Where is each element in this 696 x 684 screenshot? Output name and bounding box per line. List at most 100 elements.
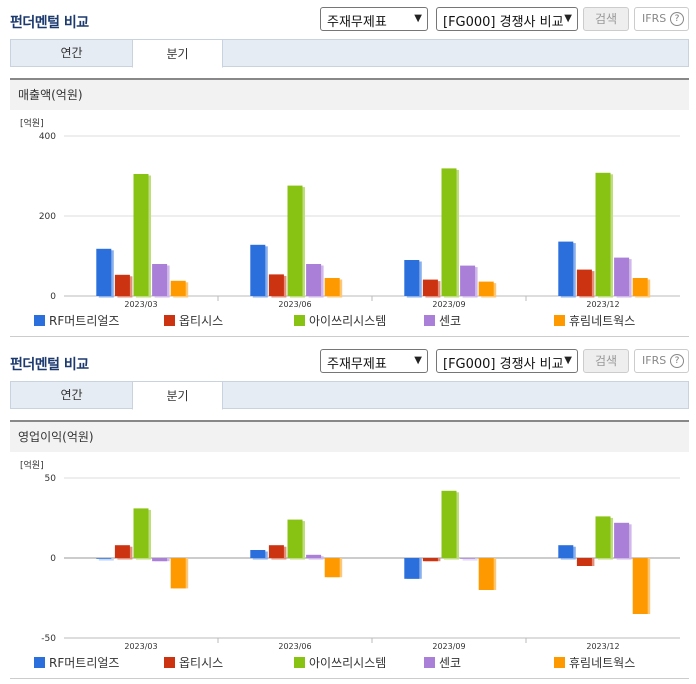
unit-label: [억원]	[20, 117, 44, 129]
chevron-down-icon: ▼	[414, 13, 422, 24]
y-tick-label: 400	[39, 132, 56, 142]
bar[interactable]	[152, 264, 168, 296]
bar[interactable]	[133, 174, 149, 296]
legend-label: 휴림네트웍스	[569, 314, 636, 328]
x-tick-label: 2023/12	[586, 642, 619, 651]
legend-item[interactable]: RF머트리얼즈	[34, 312, 119, 330]
panel-header: 펀더멘털 비교 주재무제표 ▼ [FG000] 경쟁사 비교 ▼ 검색 IFRS…	[0, 342, 696, 380]
statement-select[interactable]: 주재무제표 ▼	[320, 7, 428, 31]
bar[interactable]	[268, 545, 284, 558]
bar[interactable]	[170, 280, 186, 296]
tab-quarterly[interactable]: 분기	[132, 381, 223, 410]
bar[interactable]	[324, 558, 340, 578]
legend-swatch	[424, 657, 435, 668]
bar[interactable]	[306, 554, 322, 558]
bar[interactable]	[170, 558, 186, 589]
panel-header: 펀더멘털 비교 주재무제표 ▼ [FG000] 경쟁사 비교 ▼ 검색 IFRS…	[0, 0, 696, 38]
legend-swatch	[554, 657, 565, 668]
bar[interactable]	[558, 545, 574, 558]
bar[interactable]	[422, 279, 438, 296]
bar[interactable]	[595, 516, 611, 558]
legend-item[interactable]: 옵티시스	[164, 312, 223, 330]
bar[interactable]	[576, 269, 592, 296]
help-icon[interactable]: ?	[670, 12, 684, 26]
tab-annual[interactable]: 연간	[60, 46, 83, 60]
bar[interactable]	[422, 558, 438, 562]
bar[interactable]	[404, 260, 420, 296]
legend-label: RF머트리얼즈	[49, 656, 120, 670]
bar[interactable]	[287, 519, 303, 558]
bar[interactable]	[632, 278, 648, 296]
search-button[interactable]: 검색	[583, 7, 629, 31]
bar[interactable]	[441, 490, 457, 558]
chevron-down-icon: ▼	[564, 13, 572, 24]
bar[interactable]	[250, 550, 266, 558]
legend-item[interactable]: 센코	[424, 312, 461, 330]
legend-item[interactable]: RF머트리얼즈	[34, 654, 119, 672]
revenue-chart: [억원] 0 200 400 2023/03 2023/06 2023/09 2023/12 …	[10, 110, 689, 342]
x-tick-label: 2023/03	[124, 642, 157, 651]
bar[interactable]	[268, 274, 284, 296]
legend-swatch	[294, 657, 305, 668]
bar[interactable]	[404, 558, 420, 579]
legend-item[interactable]: 센코	[424, 654, 461, 672]
statement-select[interactable]: 주재무제표 ▼	[320, 349, 428, 373]
chevron-down-icon: ▼	[414, 355, 422, 366]
tab-quarterly[interactable]: 분기	[132, 39, 223, 68]
ifrs-button[interactable]: IFRS ?	[634, 349, 689, 373]
panel-revenue: 펀더멘털 비교 주재무제표 ▼ [FG000] 경쟁사 비교 ▼ 검색 IFRS…	[0, 0, 696, 342]
peer-compare-select[interactable]: [FG000] 경쟁사 비교 ▼	[436, 349, 578, 373]
x-tick-label: 2023/09	[432, 642, 465, 651]
legend-swatch	[34, 315, 45, 326]
bar[interactable]	[287, 185, 303, 296]
section-title: 영업이익(억원)	[10, 420, 689, 452]
ifrs-button[interactable]: IFRS ?	[634, 7, 689, 31]
legend-item[interactable]: 아이쓰리시스템	[294, 654, 386, 672]
bar[interactable]	[614, 257, 630, 296]
bar[interactable]	[460, 558, 476, 559]
search-button[interactable]: 검색	[583, 349, 629, 373]
panel-operating-profit: 펀더멘털 비교 주재무제표 ▼ [FG000] 경쟁사 비교 ▼ 검색 IFRS…	[0, 342, 696, 684]
bar[interactable]	[614, 522, 630, 558]
bar[interactable]	[306, 264, 322, 296]
bar[interactable]	[441, 168, 457, 296]
statement-select-value: 주재무제표	[327, 357, 387, 372]
revenue-chart-svg: [억원] 0 200 400 2023/03 2023/06 2023/09 2023/12	[20, 117, 680, 309]
help-icon[interactable]: ?	[670, 354, 684, 368]
legend-item[interactable]: 옵티시스	[164, 654, 223, 672]
bar[interactable]	[478, 558, 494, 590]
y-tick-label: 0	[50, 292, 56, 302]
bar[interactable]	[324, 278, 340, 296]
legend-swatch	[554, 315, 565, 326]
bar[interactable]	[133, 508, 149, 558]
bar-shadow	[98, 559, 114, 561]
bar[interactable]	[558, 241, 574, 296]
chart-legend: RF머트리얼즈 옵티시스 아이쓰리시스템 센코 휴림네트웍스	[10, 654, 689, 672]
legend-item[interactable]: 휴림네트웍스	[554, 654, 635, 672]
bar[interactable]	[96, 248, 112, 296]
unit-label: [억원]	[20, 459, 44, 471]
bar[interactable]	[460, 265, 476, 296]
ifrs-label: IFRS	[642, 12, 667, 25]
peer-compare-select[interactable]: [FG000] 경쟁사 비교 ▼	[436, 7, 578, 31]
legend-swatch	[424, 315, 435, 326]
bar[interactable]	[250, 244, 266, 296]
x-tick-label: 2023/06	[278, 300, 311, 309]
legend-label: 센코	[439, 314, 462, 328]
bar[interactable]	[152, 558, 168, 562]
x-tick-label: 2023/12	[586, 300, 619, 309]
tab-annual[interactable]: 연간	[60, 388, 83, 402]
legend-item[interactable]: 아이쓰리시스템	[294, 312, 386, 330]
period-tabs: 연간 분기	[10, 381, 689, 410]
bar[interactable]	[478, 281, 494, 296]
bar[interactable]	[576, 558, 592, 566]
bar[interactable]	[114, 545, 130, 558]
bar[interactable]	[96, 558, 112, 559]
bar[interactable]	[114, 274, 130, 296]
peer-compare-select-value: [FG000] 경쟁사 비교	[443, 357, 564, 372]
legend-item[interactable]: 휴림네트웍스	[554, 312, 635, 330]
divider	[10, 336, 689, 337]
bar[interactable]	[632, 558, 648, 614]
bar[interactable]	[595, 172, 611, 296]
statement-select-value: 주재무제표	[327, 15, 387, 30]
